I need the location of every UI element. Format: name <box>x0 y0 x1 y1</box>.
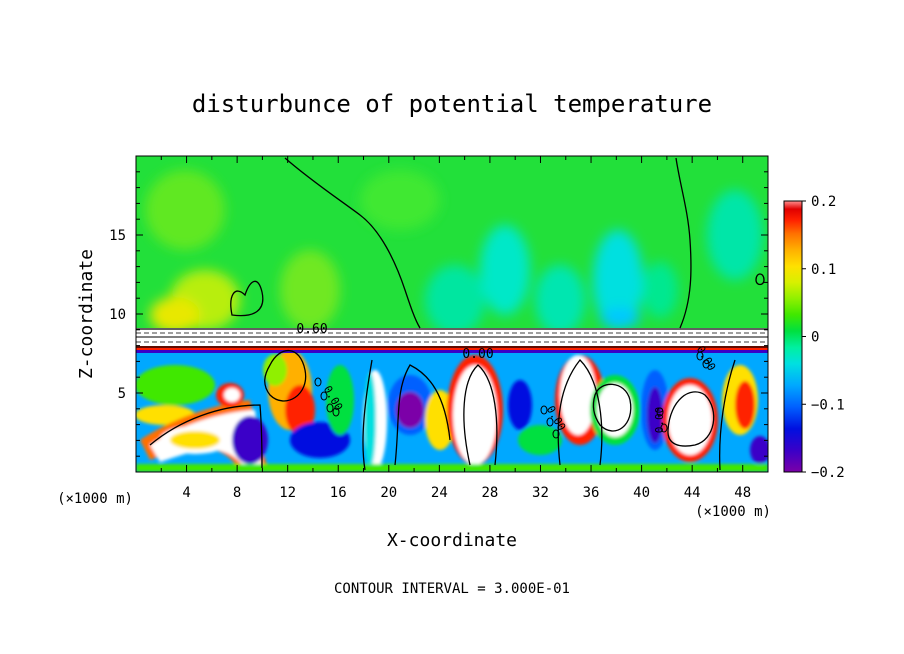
x-tick-label: 16 <box>330 485 347 501</box>
x-tick-label: 36 <box>583 485 600 501</box>
x-tick-label: 44 <box>684 485 701 501</box>
x-tick-label: 20 <box>380 485 397 501</box>
contour-label: 0.60 <box>296 322 327 337</box>
y-tick-label: 15 <box>109 228 126 244</box>
colorbar-tick-label: −0.2 <box>811 465 845 481</box>
x-unit-left: (×1000 m) <box>57 491 133 507</box>
x-tick-label: 28 <box>481 485 498 501</box>
plot-area: 0.60 0.00 0.00 0.00 0.00 0.00 <box>136 156 768 472</box>
x-tick-label: 40 <box>633 485 650 501</box>
y-axis: 5 10 15 <box>109 171 768 457</box>
contour-label: 0.00 <box>653 407 666 434</box>
x-tick-label: 12 <box>279 485 296 501</box>
upper-layer-field <box>145 170 763 335</box>
x-tick-label: 32 <box>532 485 549 501</box>
colorbar: 0.2 0.1 0 −0.1 −0.2 <box>783 194 845 481</box>
colorbar-tick-label: 0 <box>811 330 819 346</box>
y-tick-label: 10 <box>109 307 126 323</box>
x-axis-title: X-coordinate <box>387 530 517 551</box>
x-unit-right: (×1000 m) <box>695 504 771 520</box>
x-tick-label: 24 <box>431 485 448 501</box>
x-tick-label: 48 <box>734 485 751 501</box>
y-tick-label: 5 <box>118 386 126 402</box>
x-tick-label: 4 <box>182 485 190 501</box>
interface-band <box>136 328 768 353</box>
colorbar-tick-label: 0.2 <box>811 194 836 210</box>
colorbar-tick-label: −0.1 <box>811 397 845 413</box>
contour-dots <box>314 351 710 439</box>
x-tick-label: 8 <box>233 485 241 501</box>
colorbar-tick-label: 0.1 <box>811 262 836 278</box>
colorbar-ticks: 0.2 0.1 0 −0.1 −0.2 <box>802 194 845 481</box>
contour-label: 0.00 <box>462 347 493 362</box>
x-axis: 4 8 12 16 20 24 28 32 36 40 44 48 <box>160 156 751 501</box>
chart-title: disturbunce of potential temperature <box>192 90 712 118</box>
y-axis-title: Z-coordinate <box>76 249 97 379</box>
contour-interval-note: CONTOUR INTERVAL = 3.000E-01 <box>334 581 570 597</box>
contour-lines <box>149 157 765 471</box>
lower-layer-field <box>136 350 768 472</box>
colorbar-scale <box>783 200 803 473</box>
